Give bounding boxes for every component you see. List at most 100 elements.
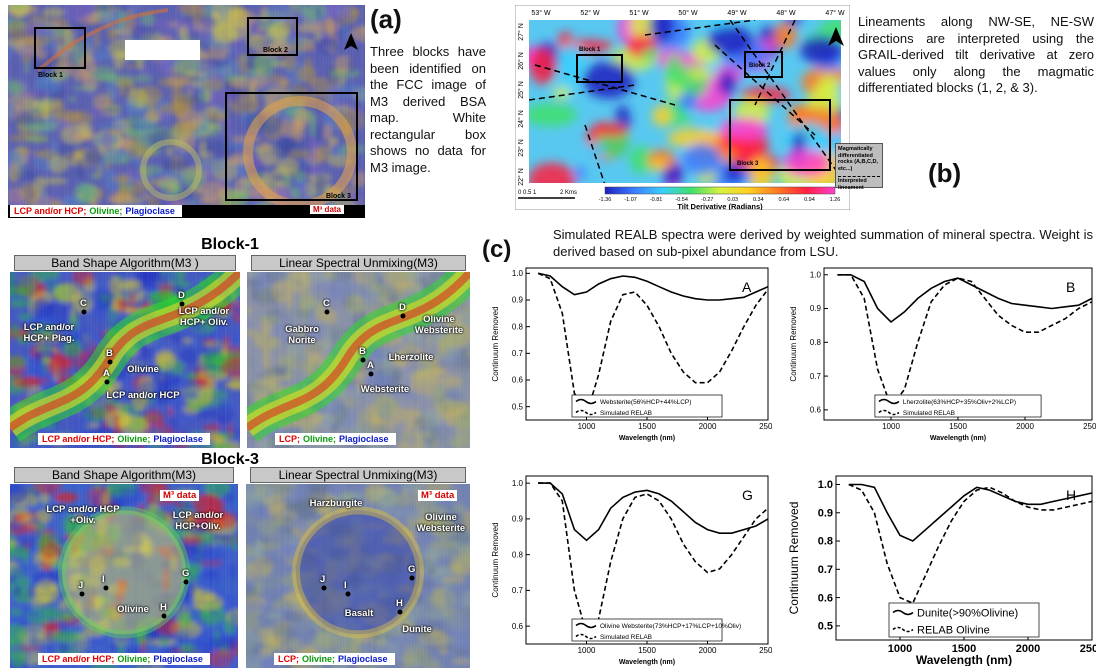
texture-blob: [96, 42, 110, 59]
annotation: H: [396, 598, 403, 609]
series-line: [837, 274, 1093, 409]
texture-blob: [314, 145, 333, 162]
legend-swatch: [575, 398, 597, 405]
texture-blob: [172, 120, 199, 135]
texture-blob: [74, 158, 84, 177]
lineament: [534, 64, 676, 106]
texture-blob: [453, 563, 466, 577]
x-tick-label: 1000: [578, 646, 596, 655]
texture-blob: [127, 136, 142, 161]
block-image: [10, 484, 238, 668]
texture-blob: [84, 290, 98, 303]
block-label: Block 3: [326, 193, 351, 200]
panel-label: (c): [482, 236, 512, 263]
x-tick-label: 2000: [699, 422, 717, 431]
texture-blob: [414, 622, 422, 628]
texture-blob: [10, 272, 16, 292]
legend-entry: Plagioclase: [153, 434, 203, 444]
texture-blob: [39, 543, 63, 559]
legend-box: [571, 618, 723, 642]
texture-blob: [254, 486, 276, 506]
map-blob: [773, 22, 797, 49]
x-tick-label: 2500: [1080, 643, 1096, 655]
texture-blob: [8, 51, 11, 60]
legend-swatch: [575, 633, 597, 640]
texture-blob: [361, 272, 382, 282]
longitude-label: 50° W: [678, 9, 698, 17]
crater-rim: [58, 506, 190, 639]
texture-blob: [42, 358, 53, 364]
block-image: [246, 484, 470, 668]
texture-blob: [220, 346, 228, 357]
texture-blob: [70, 353, 82, 368]
texture-blob: [314, 122, 326, 141]
texture-blob: [8, 98, 17, 119]
texture-blob: [149, 19, 182, 31]
texture-blob: [214, 120, 235, 126]
location-dot: [107, 359, 113, 365]
texture-blob: [11, 169, 42, 182]
texture-blob: [170, 390, 185, 413]
texture-blob: [304, 56, 313, 76]
texture-blob: [466, 348, 470, 359]
texture-blob: [255, 26, 267, 32]
texture-blob: [247, 107, 259, 112]
texture-blob: [12, 81, 20, 100]
x-tick-label: 1500: [638, 422, 656, 431]
texture-blob: [246, 67, 275, 77]
annotation: LCP and/or HCP+Oliv.: [172, 510, 224, 532]
texture-blob: [277, 136, 297, 152]
texture-blob: [48, 584, 57, 593]
texture-blob: [229, 77, 258, 90]
series-line: [837, 274, 1093, 324]
texture-blob: [298, 187, 310, 194]
texture-blob: [58, 642, 69, 656]
texture-blob: [201, 567, 222, 590]
map-blob: [641, 49, 660, 61]
legend-swatch: [892, 626, 914, 633]
x-axis-label: Wavelength (nm): [916, 653, 1012, 666]
annotation: I: [344, 580, 347, 591]
y-tick-label: 0.9: [512, 515, 524, 524]
block-label: Block 1: [579, 47, 601, 53]
texture-blob: [129, 24, 156, 42]
texture-blob: [158, 103, 189, 114]
x-tick-label: 1500: [952, 643, 976, 655]
y-tick-label: 0.6: [512, 622, 524, 631]
x-tick-label: 2500: [759, 646, 772, 655]
panel-title: Linear Spectral Unmixing(M3): [250, 467, 466, 483]
legend-entry: Olivine;: [303, 434, 337, 444]
texture-blob: [415, 636, 436, 647]
location-dot: [183, 579, 189, 585]
texture-blob: [198, 157, 229, 173]
map-blob: [719, 117, 769, 140]
legend-entry: Olivine;: [117, 654, 151, 664]
texture-blob: [265, 365, 287, 375]
fcc-image: Block 1 Block 2 Block 3: [8, 5, 365, 218]
x-tick-label: 2000: [1016, 422, 1034, 431]
texture-blob: [102, 130, 113, 150]
map-blob: [652, 105, 672, 127]
texture-blob: [253, 539, 265, 558]
north-arrow-shape: [828, 27, 844, 46]
legend-label: Simulated RELAB: [600, 634, 652, 641]
texture-blob: [57, 536, 66, 545]
texture-blob: [16, 80, 30, 87]
colorbar-tick-label: -0.54: [675, 197, 688, 203]
texture-blob: [341, 24, 350, 39]
texture-blob: [51, 493, 80, 501]
texture-blob: [168, 184, 175, 192]
texture-blob: [154, 349, 177, 371]
texture-blob: [205, 88, 211, 104]
texture-blob: [262, 566, 270, 578]
legend-label: Olivine Websterite(73%HCP+17%LCP+10%Oliv…: [600, 623, 741, 630]
legend-swatch: [878, 398, 900, 405]
texture-blob: [88, 407, 94, 426]
texture-blob: [141, 67, 148, 78]
texture-blob: [346, 394, 368, 400]
texture-blob: [303, 343, 324, 348]
y-tick-label: 0.9: [818, 507, 833, 519]
texture-blob: [97, 188, 104, 199]
texture-blob: [199, 544, 219, 565]
texture-blob: [437, 337, 447, 360]
